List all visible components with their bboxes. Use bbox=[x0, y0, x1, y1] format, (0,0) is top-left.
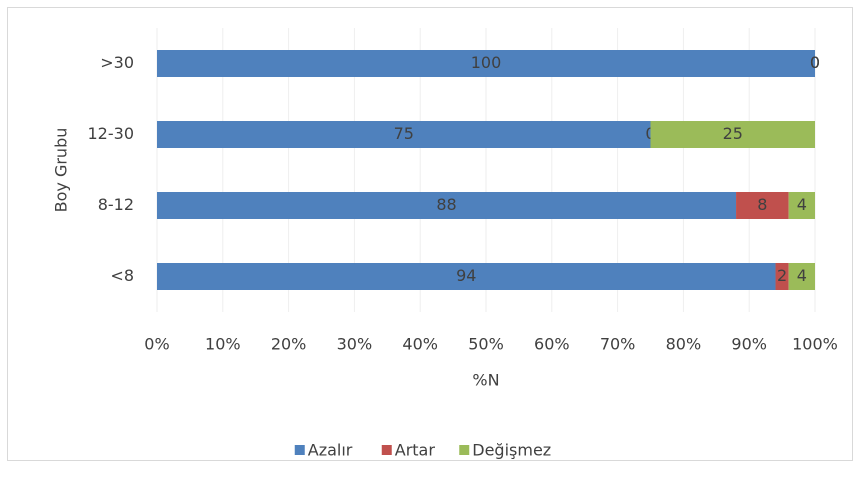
data-label: 4 bbox=[797, 266, 807, 285]
data-label: 25 bbox=[723, 124, 743, 143]
x-tick-label: 40% bbox=[402, 335, 438, 354]
bar-segment bbox=[157, 121, 651, 148]
legend-label: Değişmez bbox=[472, 441, 551, 460]
bar-segment bbox=[650, 121, 815, 148]
x-tick-label: 90% bbox=[731, 335, 767, 354]
data-label: 0 bbox=[810, 53, 820, 72]
y-tick-label: 12-30 bbox=[88, 124, 135, 143]
data-label: 88 bbox=[436, 195, 456, 214]
legend-swatch bbox=[459, 445, 470, 455]
x-tick-label: 30% bbox=[337, 335, 373, 354]
bar-segment bbox=[788, 263, 815, 290]
y-tick-label: 8-12 bbox=[98, 195, 134, 214]
y-tick-label: >30 bbox=[100, 53, 134, 72]
x-axis-label: %N bbox=[472, 371, 499, 390]
bar-segment bbox=[157, 192, 737, 219]
x-tick-label: 0% bbox=[144, 335, 169, 354]
data-label: 2 bbox=[777, 266, 787, 285]
data-label: 75 bbox=[394, 124, 414, 143]
data-label: 100 bbox=[471, 53, 502, 72]
legend-swatch bbox=[381, 445, 392, 455]
data-label: 8 bbox=[757, 195, 767, 214]
x-tick-label: 100% bbox=[792, 335, 838, 354]
chart-border bbox=[7, 7, 853, 461]
y-tick-label: <8 bbox=[110, 266, 134, 285]
data-label: 94 bbox=[456, 266, 476, 285]
x-tick-label: 70% bbox=[600, 335, 636, 354]
x-tick-label: 50% bbox=[468, 335, 504, 354]
x-tick-label: 20% bbox=[271, 335, 307, 354]
x-tick-label: 10% bbox=[205, 335, 241, 354]
legend-label: Artar bbox=[395, 441, 436, 460]
bar-segment bbox=[157, 263, 776, 290]
bar-segment bbox=[157, 50, 815, 77]
legend-label: Azalır bbox=[308, 441, 353, 460]
data-label: 4 bbox=[797, 195, 807, 214]
bar-segment bbox=[775, 263, 789, 290]
legend-swatch bbox=[294, 445, 305, 455]
data-label: 0 bbox=[810, 53, 820, 72]
bar-segment bbox=[788, 192, 815, 219]
bar-segment bbox=[736, 192, 789, 219]
x-tick-label: 80% bbox=[666, 335, 702, 354]
x-tick-label: 60% bbox=[534, 335, 570, 354]
y-axis-label: Boy Grubu bbox=[52, 128, 71, 213]
